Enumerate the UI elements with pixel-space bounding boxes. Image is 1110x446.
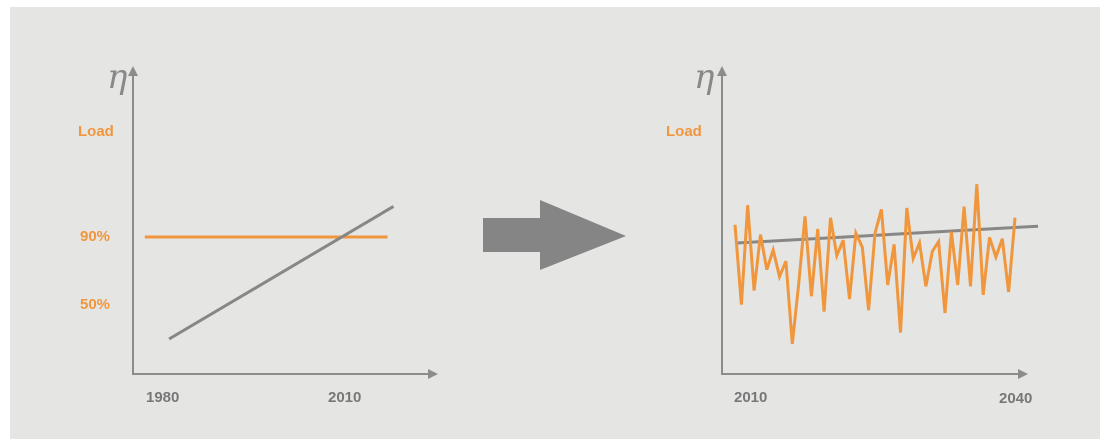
right-xtick-2010: 2010 [734, 389, 767, 406]
left-gray-line [168, 205, 395, 341]
right-x-arrowhead [1018, 369, 1028, 379]
right-y-arrowhead [717, 66, 727, 76]
right-arrow-icon [483, 200, 626, 270]
left-xtick-1980: 1980 [146, 389, 179, 406]
left-eta-symbol: η [107, 57, 128, 97]
right-orange-load-line [733, 184, 1017, 344]
right-chart: η Load 2010 2040 [666, 57, 1039, 407]
left-xtick-2010: 2010 [328, 389, 361, 406]
left-x-arrowhead [428, 369, 438, 379]
right-y-label: Load [666, 123, 702, 140]
left-chart-marks [144, 205, 395, 341]
right-eta-symbol: η [694, 57, 715, 97]
right-xtick-2040: 2040 [999, 390, 1032, 407]
left-chart: η Load 90% 50% 1980 2010 [78, 57, 438, 406]
right-chart-marks [733, 184, 1039, 344]
left-y-arrowhead [128, 66, 138, 76]
left-y-label: Load [78, 123, 114, 140]
left-ytick-90: 90% [80, 228, 110, 245]
right-gray-trend-line [736, 224, 1039, 245]
left-ytick-50: 50% [80, 296, 110, 313]
